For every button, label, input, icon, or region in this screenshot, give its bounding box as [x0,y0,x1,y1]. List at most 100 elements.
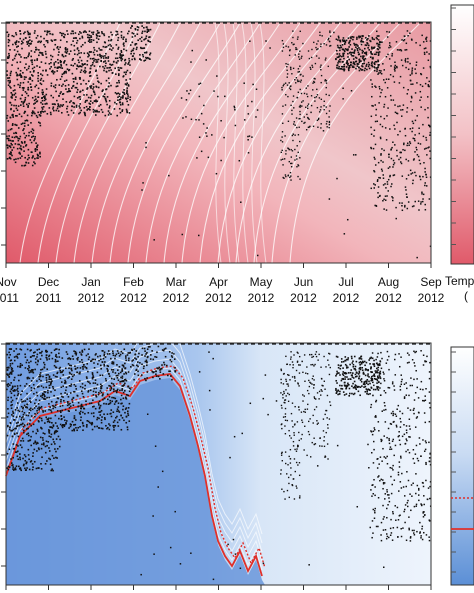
scatter-point [38,407,41,410]
scatter-point [40,427,43,429]
scatter-point [129,71,132,74]
scatter-point [65,389,67,392]
scatter-point [363,59,366,62]
scatter-point [220,119,222,122]
scatter-point [381,170,384,172]
scatter-point [27,106,29,108]
scatter-point [84,114,87,117]
scatter-point [127,63,129,65]
scatter-point [21,142,24,144]
scatter-point [121,402,123,405]
scatter-point [367,369,369,371]
scatter-point [54,404,57,406]
scatter-point [407,61,409,63]
scatter-point [369,40,372,43]
scatter-point [287,373,289,376]
scatter-point [392,199,394,202]
scatter-point [416,530,418,533]
scatter-point [100,60,102,63]
scatter-point [115,374,118,377]
scatter-point [17,445,19,447]
scatter-point [34,358,37,360]
scatter-point [65,79,68,82]
scatter-point [32,75,34,77]
scatter-point [249,402,252,405]
scatter-point [70,367,73,370]
scatter-point [373,384,375,387]
scatter-point [376,30,378,33]
scatter-point [46,381,48,383]
scatter-point [301,433,303,436]
scatter-point [390,518,392,521]
scatter-point [15,348,18,350]
scatter-point [360,362,363,365]
scatter-point [366,39,368,41]
scatter-point [74,365,76,367]
scatter-point [6,388,8,391]
scatter-point [16,357,19,359]
scatter-point [27,440,30,442]
scatter-point [361,52,364,54]
scatter-point [306,95,309,98]
scatter-point [51,55,54,58]
scatter-point [34,112,36,115]
scatter-point [365,361,368,364]
scatter-point [126,82,129,85]
scatter-point [288,49,291,52]
scatter-point [338,372,340,374]
scatter-point [386,462,389,465]
scatter-point [351,54,353,57]
scatter-point [50,409,52,411]
scatter-point [323,100,325,103]
scatter-point [290,179,292,181]
scatter-point [11,144,13,146]
scatter-point [429,453,431,455]
scatter-point [299,88,301,91]
scatter-point [358,375,361,377]
scatter-point [66,30,68,32]
scatter-point [424,208,427,211]
scatter-point [75,426,77,429]
scatter-point [413,158,415,160]
scatter-point [424,440,427,442]
scatter-point [32,423,35,426]
scatter-point [286,489,289,492]
scatter-point [35,48,37,51]
scatter-point [65,101,68,103]
scatter-point [30,369,32,372]
scatter-point [379,377,382,380]
scatter-point [107,39,110,42]
scatter-point [88,356,91,358]
scatter-point [289,448,292,451]
scatter-point [85,31,87,33]
scatter-point [412,179,414,182]
scatter-point [76,82,78,85]
scatter-point [305,87,307,89]
scatter-point [372,508,375,511]
scatter-point [307,107,309,110]
scatter-point [16,74,18,77]
scatter-point [76,64,79,67]
scatter-point [366,389,369,391]
scatter-point [44,30,46,33]
scatter-point [343,384,346,387]
scatter-point [299,117,301,120]
scatter-point [12,113,14,116]
scatter-point [19,157,22,159]
scatter-point [289,379,291,381]
scatter-point [428,520,431,522]
scatter-point [344,41,347,43]
scatter-point [429,485,431,488]
scatter-point [103,413,105,416]
scatter-point [49,67,51,70]
scatter-point [8,77,11,79]
scatter-point [42,54,44,56]
scatter-point [20,145,22,147]
scatter-point [130,50,133,53]
scatter-point [375,51,378,54]
scatter-point [45,416,48,419]
scatter-point [370,133,373,135]
scatter-point [100,409,103,412]
scatter-point [80,45,83,48]
scatter-point [35,98,37,100]
